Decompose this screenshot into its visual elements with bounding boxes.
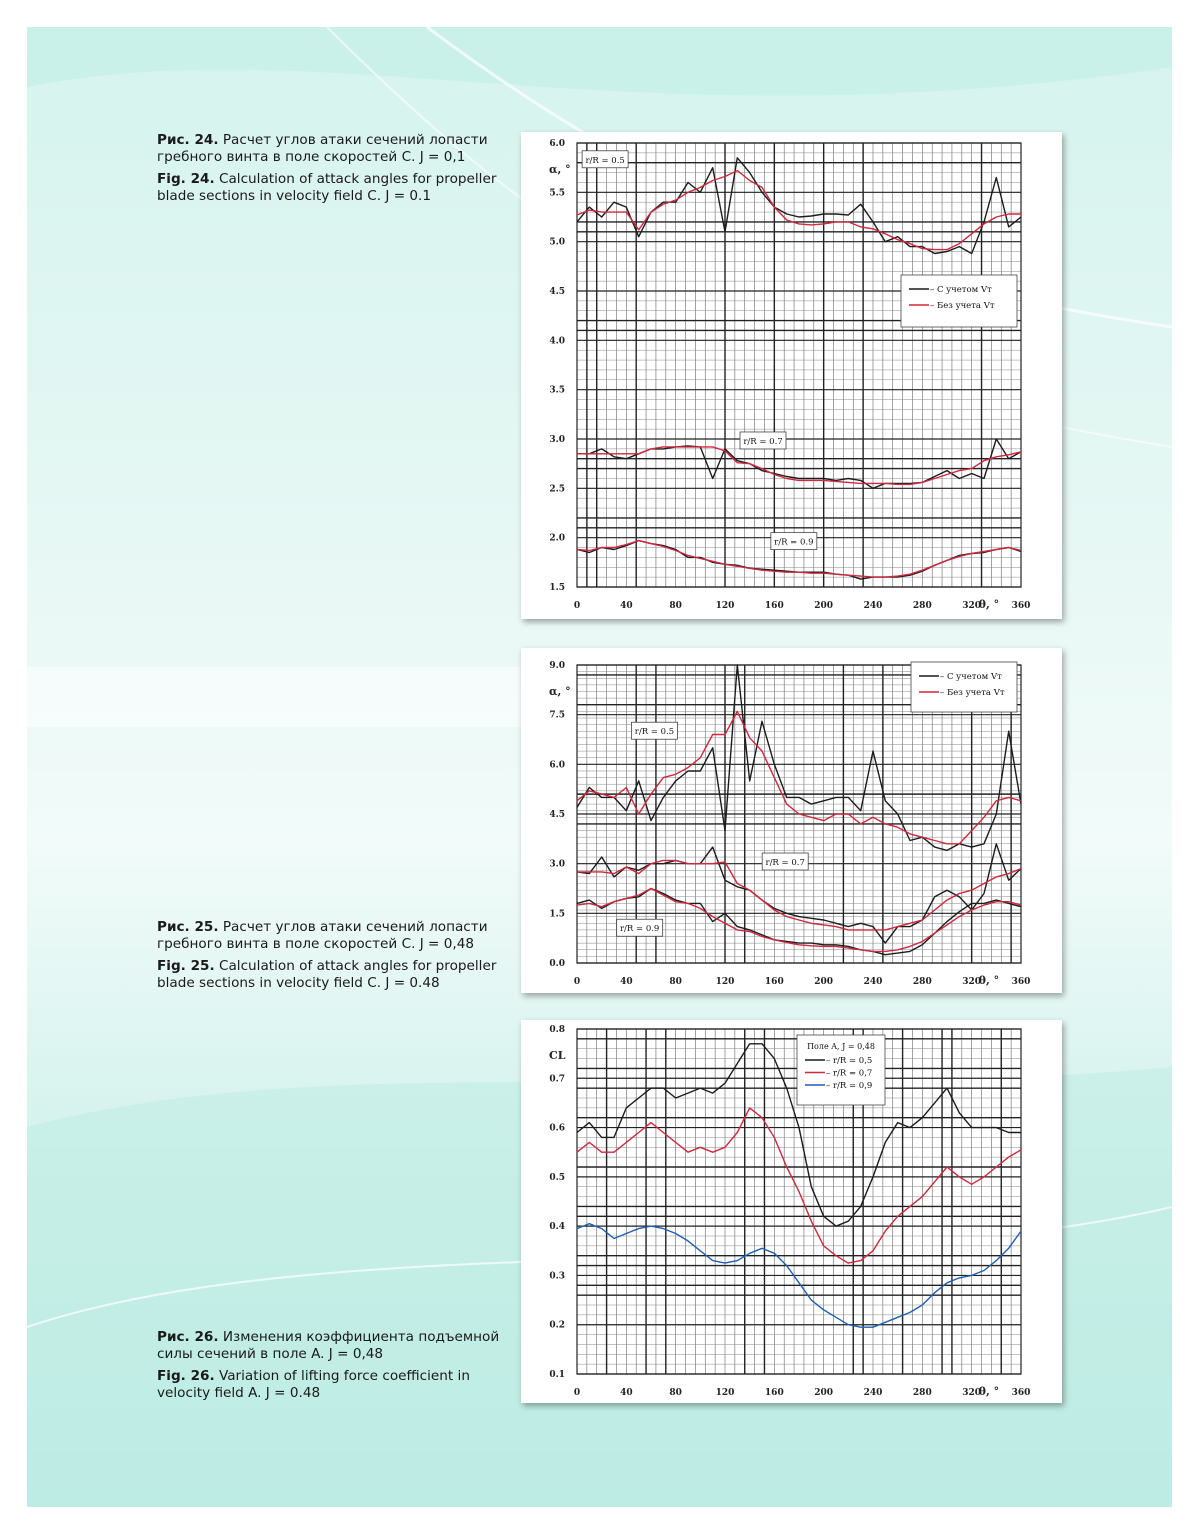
- legend-box: [911, 662, 1017, 712]
- x-tick-label: 120: [716, 1388, 735, 1398]
- annotation-label: r/R = 0.5: [635, 727, 674, 737]
- chart-svg: 0.0 1.5 3.0 4.5 6.0 7.5 9.0 0 40 80 120 160 200 240 28…: [521, 648, 1062, 993]
- figure-26-chart: 0.1 0.2 0.3 0.4 0.5 0.6 0.7 0.8 0 40 80 120 160 200 24…: [521, 1020, 1062, 1403]
- legend-entry: – r/R = 0,7: [826, 1069, 872, 1079]
- y-axis-label: CL: [549, 1049, 566, 1062]
- annotation-label: r/R = 0.9: [620, 924, 659, 934]
- x-tick-label: 120: [716, 977, 735, 987]
- x-tick-label: 160: [765, 977, 784, 987]
- chart-svg: 1.5 2.0 2.5 3.0 3.5 4.0 4.5 5.0 5.5 6.0 0 40 80 120 16…: [521, 132, 1062, 619]
- y-tick-label: 0.4: [549, 1222, 565, 1232]
- y-axis-label: α, °: [549, 685, 571, 698]
- plot-frame: [577, 143, 1021, 587]
- x-tick-label: 80: [669, 1388, 682, 1398]
- y-tick-label: 6.0: [549, 760, 565, 770]
- y-tick-label: 5.5: [549, 188, 565, 198]
- x-tick-label: 160: [765, 601, 784, 611]
- x-tick-label: 280: [913, 977, 932, 987]
- legend-entry: – Без учета Vт: [930, 301, 995, 311]
- x-tick-label: 80: [669, 601, 682, 611]
- annotation-label: r/R = 0.5: [585, 156, 624, 166]
- y-tick-label: 1.5: [549, 909, 565, 919]
- chart-svg: 0.1 0.2 0.3 0.4 0.5 0.6 0.7 0.8 0 40 80 120 160 200 24…: [521, 1020, 1062, 1403]
- caption-en-label: Fig. 26.: [157, 1368, 215, 1384]
- y-tick-label: 5.0: [549, 238, 565, 248]
- legend-entry: – С учетом Vт: [940, 672, 1002, 682]
- figure-24-chart: 1.5 2.0 2.5 3.0 3.5 4.0 4.5 5.0 5.5 6.0 0 40 80 120 16…: [521, 132, 1062, 619]
- y-tick-label: 0.5: [549, 1173, 565, 1183]
- x-tick-label: 200: [814, 977, 833, 987]
- y-tick-label: 9.0: [549, 661, 565, 671]
- y-tick-label: 4.5: [549, 287, 565, 297]
- x-tick-label: 160: [765, 1388, 784, 1398]
- y-tick-label: 0.8: [549, 1025, 565, 1035]
- caption-ru-label: Рис. 26.: [157, 1329, 219, 1345]
- x-tick-label: 280: [913, 1388, 932, 1398]
- x-tick-label: 240: [864, 601, 883, 611]
- x-axis-label: θ, °: [979, 598, 1000, 611]
- y-tick-label: 2.5: [549, 484, 565, 494]
- caption-en-label: Fig. 24.: [157, 171, 215, 187]
- grid: [577, 143, 1021, 587]
- legend: – С учетом Vт – Без учета Vт: [901, 275, 1017, 327]
- y-tick-label: 4.0: [549, 336, 565, 346]
- x-tick-label: 0: [574, 977, 580, 987]
- series-line: [577, 1108, 1021, 1263]
- legend: – С учетом Vт – Без учета Vт: [911, 662, 1017, 712]
- x-tick-label: 120: [716, 601, 735, 611]
- x-tick-label: 240: [864, 1388, 883, 1398]
- x-tick-label: 280: [913, 601, 932, 611]
- legend-entry: – Без учета Vт: [940, 688, 1005, 698]
- x-tick-label: 240: [864, 977, 883, 987]
- x-axis-label: θ, °: [979, 1385, 1000, 1398]
- figure-24-caption: Рис. 24. Расчет углов атаки сечений лопа…: [157, 132, 517, 210]
- x-tick-label: 200: [814, 1388, 833, 1398]
- x-tick-label: 360: [1012, 1388, 1031, 1398]
- x-tick-label: 0: [574, 1388, 580, 1398]
- y-tick-label: 3.5: [549, 386, 565, 396]
- y-axis-label: α, °: [549, 163, 571, 176]
- figure-25-chart: 0.0 1.5 3.0 4.5 6.0 7.5 9.0 0 40 80 120 160 200 240 28…: [521, 648, 1062, 993]
- caption-en-label: Fig. 25.: [157, 958, 215, 974]
- y-tick-label: 0.2: [549, 1321, 565, 1331]
- y-tick-label: 0.1: [549, 1370, 565, 1380]
- legend: Поле A, J = 0,48 – r/R = 0,5 – r/R = 0,7 – …: [797, 1035, 885, 1105]
- y-tick-label: 7.5: [549, 711, 565, 721]
- y-tick-label: 3.0: [549, 860, 565, 870]
- annotation-label: r/R = 0.7: [743, 437, 782, 447]
- y-tick-label: 4.5: [549, 810, 565, 820]
- y-tick-label: 0.3: [549, 1271, 565, 1281]
- x-tick-label: 360: [1012, 977, 1031, 987]
- caption-ru-label: Рис. 25.: [157, 919, 219, 935]
- legend-entry: – r/R = 0,9: [826, 1081, 872, 1091]
- annotation-label: r/R = 0.9: [774, 538, 813, 548]
- x-tick-label: 40: [620, 1388, 633, 1398]
- figure-25-caption: Рис. 25. Расчет углов атаки сечений лопа…: [157, 919, 517, 997]
- figure-26-caption: Рис. 26. Изменения коэффициента подъемно…: [157, 1329, 517, 1407]
- x-tick-label: 40: [620, 977, 633, 987]
- y-tick-label: 6.0: [549, 139, 565, 149]
- x-tick-label: 0: [574, 601, 580, 611]
- x-tick-label: 360: [1012, 601, 1031, 611]
- caption-ru-label: Рис. 24.: [157, 132, 219, 148]
- legend-entry: – r/R = 0,5: [826, 1056, 872, 1066]
- x-axis-label: θ, °: [979, 974, 1000, 987]
- legend-entry: – С учетом Vт: [930, 285, 992, 295]
- x-tick-label: 200: [814, 601, 833, 611]
- y-tick-label: 3.0: [549, 435, 565, 445]
- y-tick-label: 1.5: [549, 583, 565, 593]
- x-tick-label: 80: [669, 977, 682, 987]
- legend-title: Поле A, J = 0,48: [807, 1042, 875, 1051]
- series-line: [577, 158, 1021, 254]
- y-tick-label: 2.0: [549, 534, 565, 544]
- y-tick-label: 0.7: [549, 1074, 565, 1084]
- annotation-label: r/R = 0.7: [766, 858, 805, 868]
- x-tick-label: 40: [620, 601, 633, 611]
- y-tick-label: 0.6: [549, 1124, 565, 1134]
- y-tick-label: 0.0: [549, 959, 565, 969]
